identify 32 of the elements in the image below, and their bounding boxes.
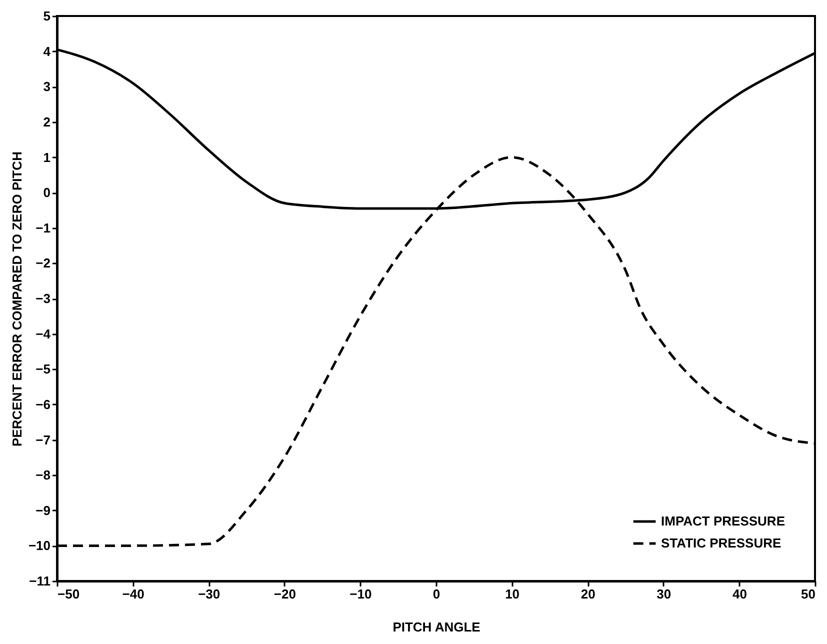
x-tick-label: 10 xyxy=(505,586,520,602)
y-tick-label: −10 xyxy=(28,538,50,554)
y-tick-label: 5 xyxy=(43,8,50,24)
y-tick-label: −3 xyxy=(36,291,50,306)
x-tick-label: 0 xyxy=(432,586,440,602)
x-tick-label: −40 xyxy=(122,586,144,602)
y-tick-label: 3 xyxy=(43,79,50,94)
x-tick-label: 20 xyxy=(580,586,596,602)
x-tick-label: 40 xyxy=(732,586,747,602)
legend-label: IMPACT PRESSURE xyxy=(661,514,786,528)
y-tick-label: −11 xyxy=(29,574,50,588)
y-tick-label: 2 xyxy=(43,114,50,130)
x-tick-label: −50 xyxy=(58,586,80,602)
y-tick-label: −8 xyxy=(36,468,50,483)
x-tick-label: 50 xyxy=(801,586,816,602)
y-tick-label: −7 xyxy=(36,432,50,448)
y-tick-label: 0 xyxy=(43,185,50,200)
y-tick-label: −6 xyxy=(36,396,50,412)
y-tick-label: −1 xyxy=(36,220,50,236)
x-tick-label: −10 xyxy=(350,586,372,602)
y-tick-label: 4 xyxy=(43,44,52,59)
y-tick-label: 1 xyxy=(43,150,50,165)
y-tick-label: −4 xyxy=(36,326,52,342)
legend-label: STATIC PRESSURE xyxy=(661,536,782,550)
y-axis-title: PERCENT ERROR COMPARED TO ZERO PITCH xyxy=(9,152,24,446)
y-tick-label: −2 xyxy=(36,256,50,271)
y-tick-label: −9 xyxy=(36,502,50,518)
x-axis-title: PITCH ANGLE xyxy=(392,620,481,634)
x-tick-label: −30 xyxy=(198,586,220,602)
x-tick-label: 30 xyxy=(656,586,672,602)
y-tick-label: −5 xyxy=(36,362,50,377)
x-tick-label: −20 xyxy=(274,586,296,602)
